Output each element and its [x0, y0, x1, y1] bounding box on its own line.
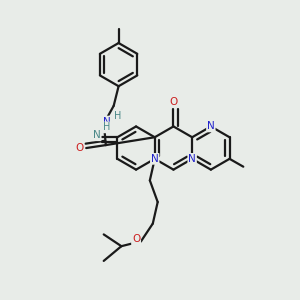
Text: H: H	[114, 111, 121, 121]
Text: O: O	[169, 97, 178, 107]
Text: O: O	[75, 143, 83, 153]
Text: N: N	[103, 116, 111, 127]
Text: N: N	[207, 122, 215, 131]
Text: N: N	[188, 154, 196, 164]
Text: O: O	[132, 234, 140, 244]
Text: N: N	[151, 154, 159, 164]
Text: H: H	[103, 122, 110, 132]
Text: N: N	[93, 130, 100, 140]
